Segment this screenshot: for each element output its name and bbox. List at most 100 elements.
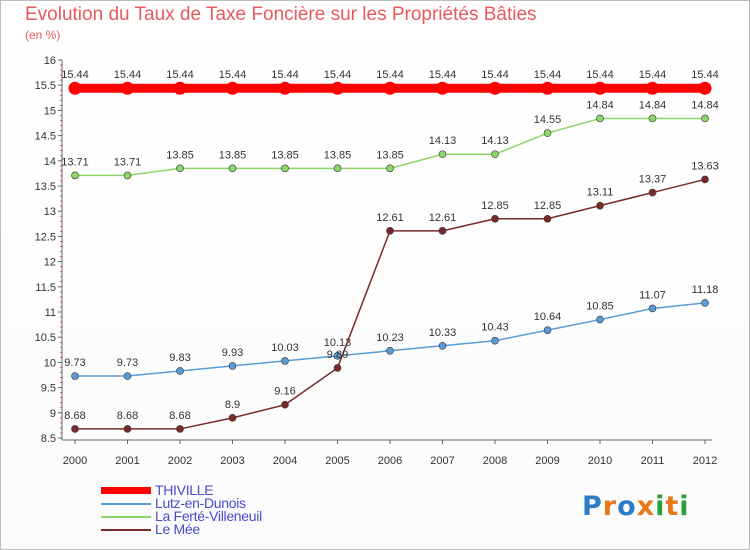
data-label: 13.85 [376,149,404,161]
data-point [281,357,289,365]
y-tick-label: 14 [44,156,56,168]
data-point [278,81,292,95]
data-label: 9.83 [169,352,190,364]
data-point [436,81,449,95]
data-point [176,425,184,433]
data-point [173,81,187,95]
data-point [228,362,237,370]
logo-letter: o [617,491,637,522]
data-point [123,171,132,180]
data-point [226,81,239,95]
data-label: 9.16 [274,386,295,398]
data-label: 10.23 [376,332,404,344]
y-tick-label: 13.5 [35,181,56,193]
y-tick-label: 15 [44,105,56,117]
data-label: 11.18 [692,284,719,296]
data-point [333,352,342,360]
legend-item: Le Mée [101,521,262,537]
data-point [648,114,657,123]
data-label: 13.71 [61,156,89,168]
data-label: 14.13 [429,135,457,147]
data-point [543,214,552,223]
data-label: 13.71 [114,156,142,168]
data-label: 15.44 [586,69,614,81]
logo-letter: P [582,491,603,522]
legend-label: Lutz-en-Dunois [155,495,246,511]
data-point [491,336,499,345]
x-tick-label: 2003 [220,455,244,467]
x-tick-label: 2008 [483,455,507,467]
data-point [123,425,132,433]
data-label: 14.13 [481,135,509,147]
y-tick-label: 9.5 [41,383,56,395]
data-point [438,150,447,159]
data-label: 15.44 [219,69,247,81]
x-tick-label: 2012 [693,455,717,467]
series-group: 15.44 15.44 15.44 15.44 15.44 15.44 15.44 15.44… [61,69,719,433]
data-point [596,315,604,324]
data-label: 15.44 [534,69,562,81]
data-label: 9.89 [327,349,348,361]
data-label: 13.85 [324,149,352,161]
data-point [333,164,342,173]
legend-label: Le Mée [155,521,200,537]
y-tick-label: 11.5 [35,282,56,294]
y-tick-label: 15.5 [35,80,56,92]
data-point [488,81,502,95]
legend-item: La Ferté-Villeneuil [101,509,262,523]
data-label: 12.61 [429,212,457,224]
data-label: 12.85 [481,200,509,212]
legend-swatch [101,502,151,505]
legend-swatch [101,528,151,531]
data-label: 10.43 [481,322,509,334]
x-tick-label: 2001 [115,455,139,467]
data-label: 13.85 [166,149,194,161]
y-tick-label: 8.5 [41,433,56,445]
data-point [648,188,657,197]
data-label: 8.68 [117,410,138,422]
axes: 8.5 9 9.5 10 10.5 11 11.5 12 12.5 13 13.5 14 14.5 15 1… [35,55,718,467]
x-tick-label: 2011 [641,455,665,467]
data-point [383,81,397,95]
chart-subtitle: (en %) [25,28,61,42]
legend-swatch [101,515,151,518]
data-point [698,81,712,95]
data-label: 14.84 [586,99,614,111]
data-label: 13.63 [691,160,719,172]
data-point [491,214,499,223]
proxiti-logo: Proxiti [582,491,690,522]
chart-title: Evolution du Taux de Taxe Foncière sur l… [25,4,537,25]
data-label: 15.44 [429,69,457,81]
y-tick-label: 12.5 [35,231,56,243]
data-point [176,367,184,375]
x-tick-label: 2004 [273,455,297,467]
data-label: 15.44 [166,69,194,81]
x-tick-label: 2000 [63,455,87,467]
data-point [386,227,394,235]
data-label: 10.85 [586,301,614,313]
data-point [701,299,709,307]
y-tick-label: 11 [45,307,56,319]
data-label: 11.07 [639,289,666,301]
data-label: 10.33 [429,327,457,339]
data-label: 15.44 [481,69,509,81]
x-tick-label: 2005 [325,455,349,467]
data-point [596,201,604,210]
data-point [228,164,237,173]
data-label: 15.44 [324,69,352,81]
logo-letter: t [665,491,680,522]
data-point [68,81,82,95]
data-point [541,81,554,95]
logo-letter: x [636,491,656,522]
y-tick-label: 9 [50,408,56,420]
data-label: 13.85 [271,149,299,161]
legend: THIVILLE Lutz-en-Dunois La Ferté-Villeneui… [101,483,262,537]
data-label: 15.44 [61,69,89,81]
data-point [386,347,394,355]
x-tick-label: 2010 [588,455,612,467]
data-label: 10.03 [271,342,299,354]
legend-item: Lutz-en-Dunois [101,495,262,511]
data-point [701,114,709,123]
data-label: 13.37 [639,174,667,186]
